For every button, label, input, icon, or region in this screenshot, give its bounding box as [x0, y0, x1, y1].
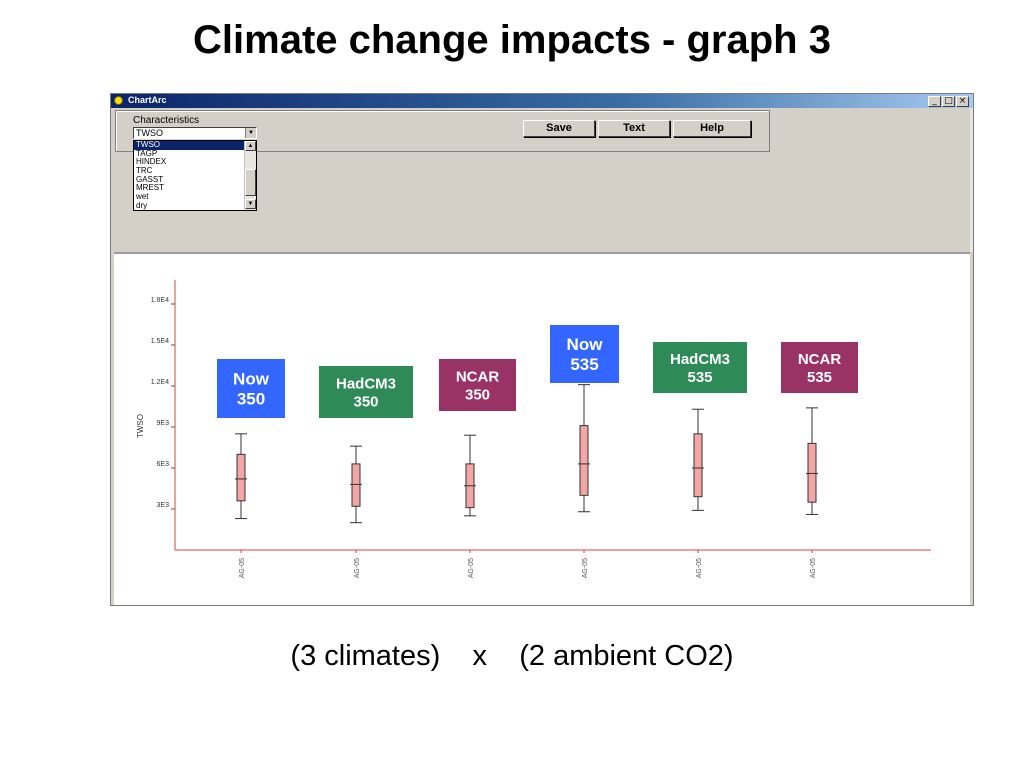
x-tick-label: AG-05 — [696, 558, 703, 578]
box-body — [807, 442, 817, 503]
label-text: 535 — [570, 355, 598, 374]
window-titlebar[interactable]: ChartArc _ □ × — [111, 94, 973, 108]
label-text: 535 — [687, 369, 712, 386]
slide-title: Climate change impacts - graph 3 — [193, 18, 831, 62]
controls-panel — [115, 110, 770, 152]
list-item[interactable]: dry — [136, 200, 148, 210]
x-tick-label: AG-05 — [354, 558, 361, 578]
window-scrollbar[interactable] — [970, 108, 973, 252]
characteristics-label: Characteristics — [133, 115, 200, 126]
label-text: HadCM3 — [670, 351, 730, 368]
label-text: Now — [567, 335, 604, 354]
label-box — [653, 342, 747, 393]
label-text: HadCM3 — [336, 375, 396, 392]
scroll-up-icon[interactable]: ▲ — [245, 141, 256, 151]
characteristics-dropdown[interactable]: TWSO ▼ — [133, 127, 257, 139]
label-box — [550, 325, 619, 383]
close-button[interactable]: × — [956, 96, 969, 107]
label-box — [781, 342, 858, 393]
dropdown-selected-value: TWSO — [136, 128, 163, 138]
slide-caption: (3 climates) x (2 ambient CO2) — [290, 640, 734, 672]
y-tick-label: 6E3 — [157, 461, 170, 468]
y-axis-label: TWSO — [136, 414, 145, 438]
box-body — [579, 425, 589, 496]
help-button[interactable]: Help — [673, 120, 751, 137]
list-item[interactable]: HINDEX — [136, 157, 167, 167]
x-tick-label: AG-05 — [810, 558, 817, 578]
label-text: 535 — [807, 369, 832, 386]
label-text: 350 — [353, 393, 378, 410]
box-plot-chart: 3E3 6E3 9E3 1.2E4 1.5E4 1.8E4 TWSO AG-05 AG-05 AG… — [136, 280, 931, 578]
label-text: NCAR — [456, 368, 499, 385]
list-item[interactable]: TRC — [136, 166, 153, 176]
maximize-button[interactable]: □ — [942, 96, 955, 107]
chevron-down-icon[interactable]: ▼ — [245, 128, 256, 138]
label-text: Now — [233, 369, 270, 388]
y-tick-label: 1.8E4 — [151, 297, 169, 304]
box-body — [236, 453, 246, 502]
list-item[interactable]: TAGP — [136, 148, 158, 158]
y-tick-label: 3E3 — [157, 502, 170, 509]
minimize-button[interactable]: _ — [928, 96, 941, 107]
label-box — [439, 359, 516, 411]
box-body — [693, 433, 703, 498]
x-tick-label: AG-05 — [468, 558, 475, 578]
label-box — [217, 359, 285, 418]
box-body — [351, 463, 361, 507]
scroll-down-icon[interactable]: ▼ — [245, 199, 256, 209]
text-button[interactable]: Text — [598, 120, 670, 137]
x-tick-label: AG-05 — [239, 558, 246, 578]
app-icon — [114, 96, 123, 105]
x-tick-label: AG-05 — [582, 558, 589, 578]
scroll-thumb[interactable] — [245, 169, 256, 196]
label-text: 350 — [237, 389, 265, 408]
label-text: NCAR — [798, 351, 841, 368]
list-item[interactable]: GASST — [136, 174, 164, 184]
list-item[interactable]: wet — [136, 192, 149, 202]
label-box — [319, 366, 413, 418]
plot-area: 3E3 6E3 9E3 1.2E4 1.5E4 1.8E4 TWSO AG-05 AG-05 AG… — [114, 252, 970, 605]
y-tick-label: 9E3 — [157, 420, 170, 427]
y-tick-label: 1.2E4 — [151, 379, 169, 386]
list-scrollbar[interactable]: ▲ ▼ — [244, 141, 256, 210]
save-button[interactable]: Save — [523, 120, 595, 137]
list-item[interactable]: MREST — [136, 183, 164, 193]
y-tick-label: 1.5E4 — [151, 338, 169, 345]
label-text: 350 — [465, 386, 490, 403]
chartarc-window: ChartArc _ □ × Characteristics TWSO ▼ TW… — [110, 93, 974, 606]
list-item[interactable]: TWSO — [134, 141, 256, 150]
window-title: ChartArc — [128, 95, 167, 105]
characteristics-list[interactable]: TWSO TAGP HINDEX TRC GASST MREST wet dry… — [133, 140, 257, 211]
